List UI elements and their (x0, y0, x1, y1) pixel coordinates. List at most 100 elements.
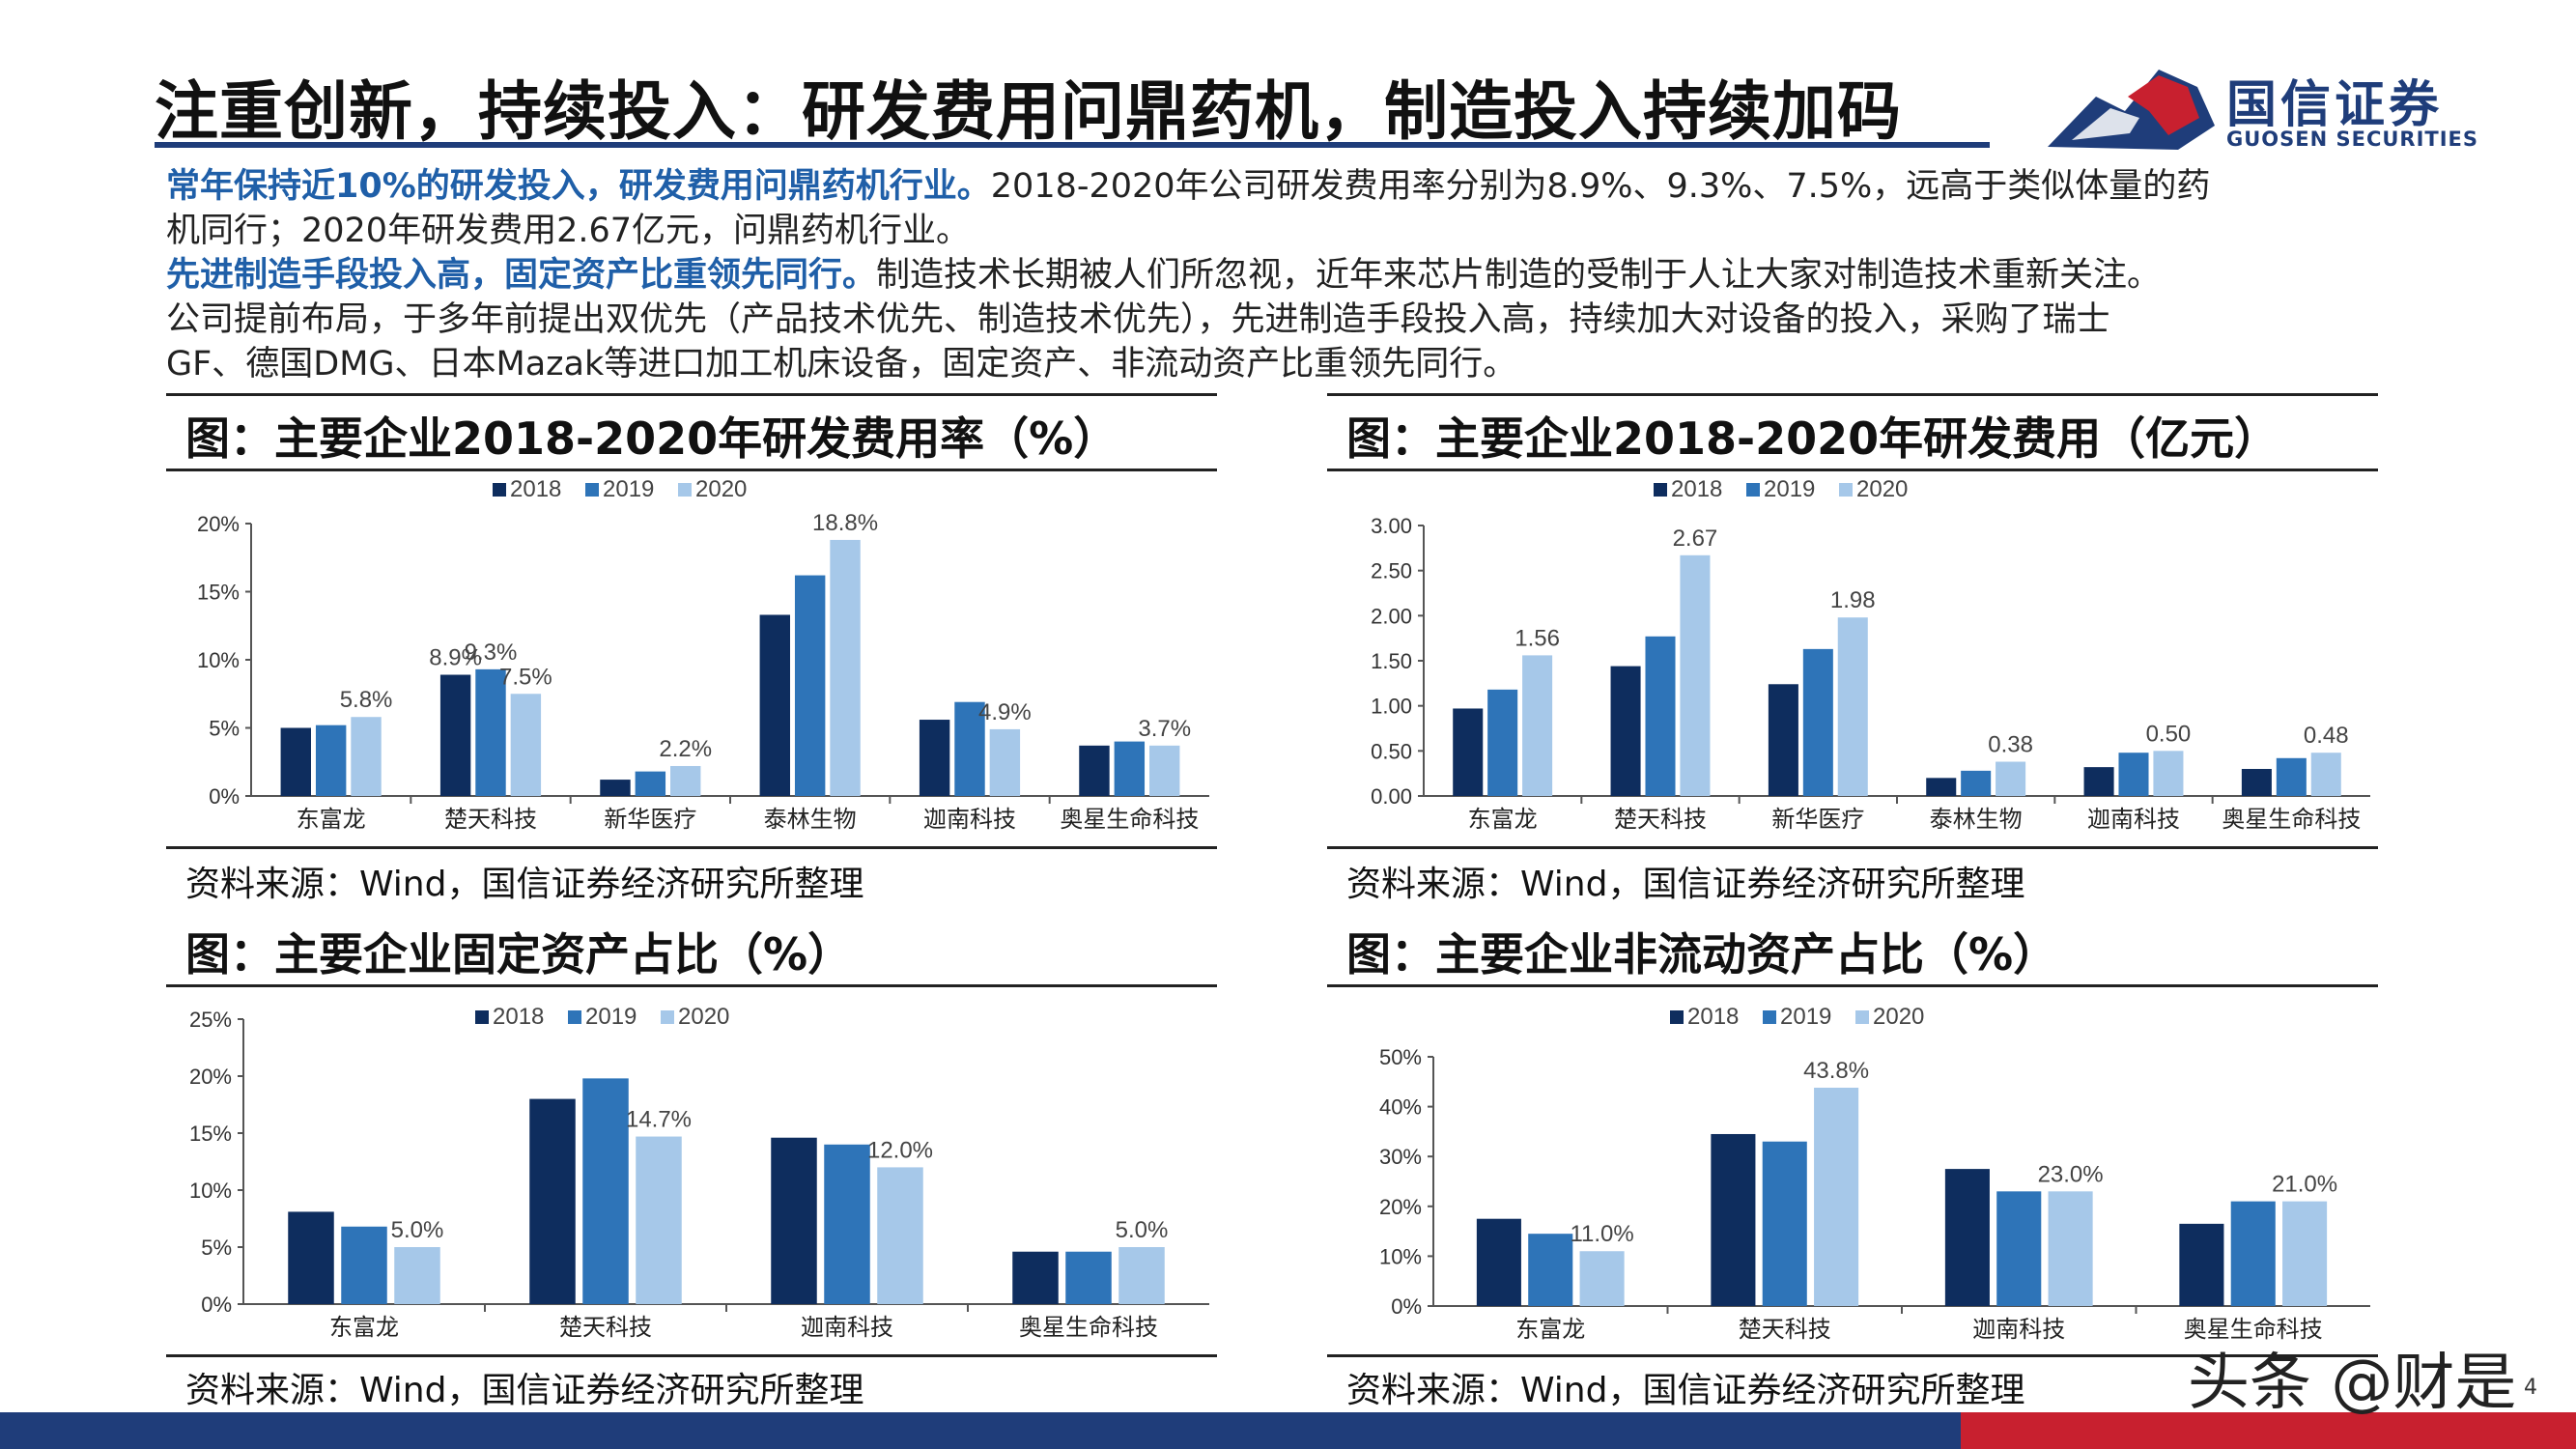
bar-2020-2 (877, 1167, 923, 1304)
bar-2019-3 (2230, 1201, 2276, 1306)
bar-2020-1 (1680, 554, 1711, 796)
y-tick-label: 5% (209, 717, 240, 741)
paragraph-2-lead: 先进制造手段投入高，固定资产比重领先同行。 (166, 256, 877, 295)
category-label: 东富龙 (1515, 1316, 1585, 1343)
bar-2018-2 (600, 780, 631, 796)
y-tick-label: 5% (201, 1236, 232, 1260)
category-label: 东富龙 (297, 806, 366, 833)
y-tick-label: 10% (1379, 1244, 1422, 1268)
data-label: 2.2% (659, 736, 712, 762)
guosen-logo-icon (2048, 70, 2215, 150)
bar-2019-2 (635, 771, 666, 796)
chart-3-bottom-rule (166, 1354, 1217, 1357)
bar-2018-0 (1453, 708, 1484, 796)
data-label: 1.98 (1830, 587, 1876, 613)
bar-2018-3 (1012, 1251, 1059, 1304)
data-label: 12.0% (867, 1137, 933, 1163)
chart-4-title: 图：主要企业非流动资产占比（%） (1346, 928, 2058, 980)
bar-2019-2 (1996, 1191, 2042, 1306)
bar-2020-1 (636, 1136, 682, 1304)
category-label: 迦南科技 (923, 806, 1016, 833)
non-current-assets-ratio-chart: 0% 10% 20% 30% 40% 50% 东富龙 楚天科技 迦南科技 奥星生命科技 11.0% 4… (1379, 1004, 2370, 1343)
bar-2020-1 (1814, 1087, 1859, 1306)
bar-2018-0 (280, 727, 311, 796)
paragraph-2-line-1: 先进制造手段投入高，固定资产比重领先同行。制造技术长期被人们所忽视，近年来芯片制… (166, 253, 2161, 298)
legend-swatch-2019 (1763, 1010, 1776, 1024)
paragraph-1-lead: 常年保持近10%的研发投入，研发费用问鼎药机行业。 (166, 167, 991, 206)
bar-2019-0 (315, 724, 347, 796)
category-label: 泰林生物 (1930, 806, 2023, 833)
bar-2018-2 (771, 1137, 817, 1304)
rd-expense-chart: 0.00 0.50 1.00 1.50 2.00 2.50 3.00 东富龙 楚天科技 新华医疗 泰… (1371, 476, 2370, 833)
paragraph-2-line-3: GF、德国DMG、日本Mazak等进口加工机床设备，固定资产、非流动资产比重领先… (166, 345, 1517, 384)
y-tick-label: 50% (1379, 1045, 1422, 1069)
legend-label-2020: 2020 (695, 476, 747, 502)
legend-label-2020: 2020 (1873, 1004, 1924, 1030)
bar-2020-3 (2282, 1201, 2328, 1306)
bar-2019-3 (1065, 1251, 1112, 1304)
bar-2019-5 (1114, 741, 1146, 796)
bar-2018-2 (1944, 1169, 1990, 1306)
data-label: 14.7% (626, 1107, 692, 1133)
data-label: 18.8% (812, 510, 878, 536)
data-label: 5.0% (391, 1217, 444, 1243)
y-tick-label: 1.50 (1371, 649, 1412, 673)
chart-1-title-rule (166, 469, 1217, 471)
category-label: 楚天科技 (559, 1314, 652, 1341)
data-label: 8.9% (429, 645, 482, 671)
bar-2018-4 (2083, 767, 2114, 796)
category-label: 迦南科技 (2087, 806, 2180, 833)
data-label: 0.50 (2146, 721, 2192, 747)
bar-2020-2 (670, 765, 701, 796)
chart-4-title-rule (1327, 984, 2378, 987)
legend-swatch-2020 (1839, 483, 1853, 497)
bar-2019-1 (1762, 1141, 1807, 1306)
data-label: 4.9% (978, 699, 1032, 725)
data-label: 21.0% (2272, 1172, 2337, 1198)
fixed-assets-ratio-chart: 0% 5% 10% 15% 20% 25% 东富龙 楚天科技 迦南科技 奥星生命科技 5.0% 14.… (189, 1004, 1209, 1341)
legend-label-2019: 2019 (1780, 1004, 1831, 1030)
legend-label-2018: 2018 (510, 476, 561, 502)
bar-2019-2 (824, 1144, 870, 1304)
bar-2018-3 (2179, 1223, 2224, 1306)
legend-label-2020: 2020 (1856, 476, 1908, 502)
category-label: 迦南科技 (1972, 1316, 2065, 1343)
bar-2019-3 (1961, 770, 1992, 796)
y-tick-label: 0% (201, 1293, 232, 1317)
y-tick-label: 20% (197, 512, 240, 536)
watermark: 头条 @财是 (2188, 1348, 2517, 1419)
category-label: 东富龙 (329, 1314, 399, 1341)
title-divider (155, 142, 1990, 148)
legend-label-2019: 2019 (603, 476, 654, 502)
bar-2018-3 (1926, 778, 1957, 796)
category-label: 奥星生命科技 (2222, 806, 2361, 833)
bar-2018-3 (759, 614, 790, 796)
y-tick-label: 20% (189, 1065, 232, 1089)
bar-2018-2 (1768, 684, 1798, 796)
bar-2019-1 (475, 668, 506, 796)
paragraph-1-line-2: 机同行；2020年研发费用2.67亿元，问鼎药机行业。 (166, 212, 971, 250)
bar-2020-4 (2153, 751, 2184, 796)
bar-2019-0 (1487, 689, 1518, 796)
bar-2019-0 (341, 1226, 387, 1304)
logo-text-cn: 国信证券 (2226, 76, 2444, 134)
bar-2019-0 (1528, 1234, 1573, 1306)
chart-1-bottom-rule (166, 846, 1217, 849)
chart-2-title: 图：主要企业2018-2020年研发费用（亿元） (1346, 412, 2279, 465)
bar-2020-0 (394, 1247, 440, 1304)
legend-swatch-2020 (678, 483, 692, 497)
y-tick-label: 10% (189, 1179, 232, 1203)
y-tick-label: 15% (197, 581, 240, 605)
data-label: 0.48 (2304, 723, 2349, 749)
bar-2020-3 (1996, 761, 2026, 796)
y-tick-label: 2.00 (1371, 604, 1412, 628)
data-label: 2.67 (1673, 526, 1718, 552)
bar-2019-4 (2118, 753, 2149, 796)
bar-2020-4 (989, 728, 1021, 796)
y-tick-label: 0% (209, 784, 240, 809)
y-tick-label: 3.00 (1371, 514, 1412, 538)
paragraph-2-text: 制造技术长期被人们所忽视，近年来芯片制造的受制于人让大家对制造技术重新关注。 (876, 256, 2162, 295)
bar-2020-2 (2048, 1191, 2093, 1306)
legend-label-2020: 2020 (678, 1004, 729, 1030)
data-label: 9.3% (465, 639, 518, 666)
